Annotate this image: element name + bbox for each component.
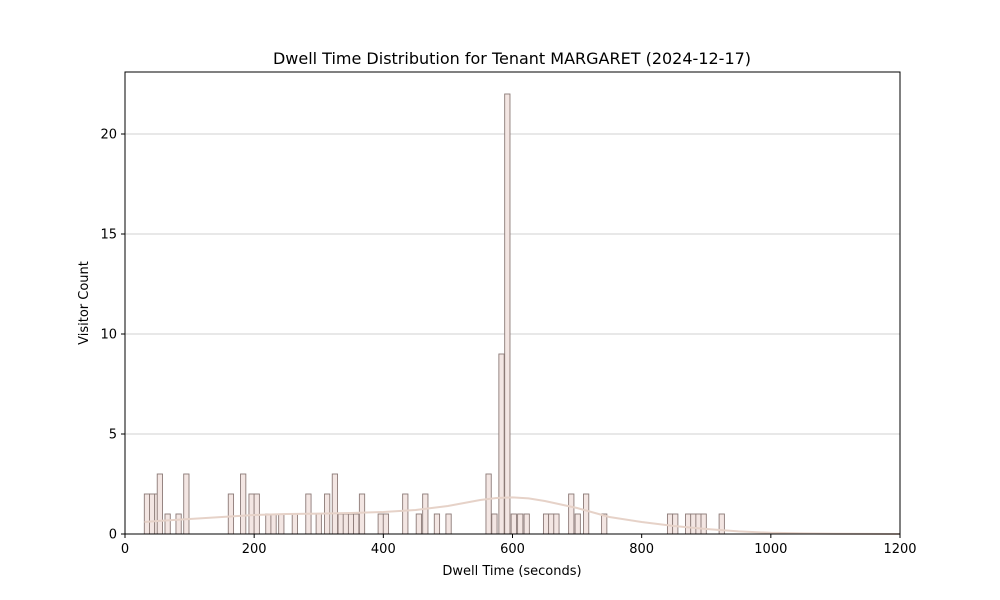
histogram-bar xyxy=(568,493,575,535)
histogram-bar xyxy=(700,513,707,535)
histogram-bar xyxy=(337,513,344,535)
x-tick-label: 200 xyxy=(242,542,267,557)
histogram-bar xyxy=(498,353,505,535)
histogram-bar xyxy=(377,513,384,535)
histogram-bar xyxy=(583,493,590,535)
histogram-bar xyxy=(270,513,277,535)
x-tick-label: 0 xyxy=(121,542,129,557)
histogram-bar xyxy=(156,473,163,535)
histogram-bar xyxy=(517,513,524,535)
histogram-bar xyxy=(265,513,272,535)
histogram-bar xyxy=(695,513,702,535)
histogram-bar xyxy=(331,473,338,535)
histogram-bar xyxy=(574,513,581,535)
histogram-bar xyxy=(445,513,452,535)
histogram-bars xyxy=(143,93,725,535)
histogram-bar xyxy=(149,493,156,535)
x-tick-label: 800 xyxy=(629,542,654,557)
histogram-bar xyxy=(690,513,697,535)
histogram-bar xyxy=(183,473,190,535)
histogram-bar xyxy=(666,513,674,535)
histogram-bar xyxy=(382,513,390,535)
histogram-bar xyxy=(227,493,235,535)
histogram-bar xyxy=(291,513,298,535)
x-tick-label: 400 xyxy=(371,542,396,557)
histogram-bar xyxy=(422,493,429,535)
histogram-bar xyxy=(523,513,530,535)
histogram-bar xyxy=(240,473,247,535)
histogram-bar xyxy=(548,513,555,535)
histogram-bar xyxy=(504,93,511,535)
kde-line xyxy=(144,496,901,535)
histogram-bar xyxy=(433,513,441,535)
histogram-bar xyxy=(402,493,409,535)
y-tick-label: 10 xyxy=(100,328,117,343)
y-tick-label: 5 xyxy=(109,428,117,443)
histogram-bar xyxy=(342,513,349,535)
y-tick-label: 0 xyxy=(109,528,117,543)
histogram-bar xyxy=(485,473,492,535)
kde-curve xyxy=(144,496,901,535)
histogram-bar xyxy=(415,513,422,535)
histogram-bar xyxy=(358,493,366,535)
x-tick-label: 600 xyxy=(500,542,525,557)
histogram-bar xyxy=(347,513,355,535)
histogram-bar xyxy=(315,513,322,535)
x-axis-label: Dwell Time (seconds) xyxy=(442,564,581,579)
histogram-bar xyxy=(175,513,182,535)
chart-title: Dwell Time Distribution for Tenant MARGA… xyxy=(273,49,751,68)
x-axis-ticks: 0 200 400 600 800 1000 1200 xyxy=(121,534,917,557)
histogram-bar xyxy=(491,513,498,535)
histogram-bar xyxy=(248,493,255,535)
y-axis-label: Visitor Count xyxy=(77,261,92,345)
plot-frame xyxy=(124,71,901,535)
grid-lines xyxy=(125,133,900,435)
histogram-bar xyxy=(278,513,285,535)
histogram-bar xyxy=(353,513,360,535)
histogram-bar xyxy=(685,513,692,535)
histogram-bar xyxy=(672,513,679,535)
y-tick-label: 15 xyxy=(100,228,117,243)
x-tick-label: 1000 xyxy=(754,542,787,557)
histogram-bar xyxy=(164,513,171,535)
y-axis-ticks: 0 5 10 15 20 xyxy=(100,128,125,543)
histogram-bar xyxy=(510,513,517,535)
histogram-bar xyxy=(542,513,550,535)
x-tick-label: 1200 xyxy=(883,542,916,557)
y-tick-label: 20 xyxy=(100,128,117,143)
histogram-bar xyxy=(553,513,560,535)
histogram-bar xyxy=(143,493,151,535)
